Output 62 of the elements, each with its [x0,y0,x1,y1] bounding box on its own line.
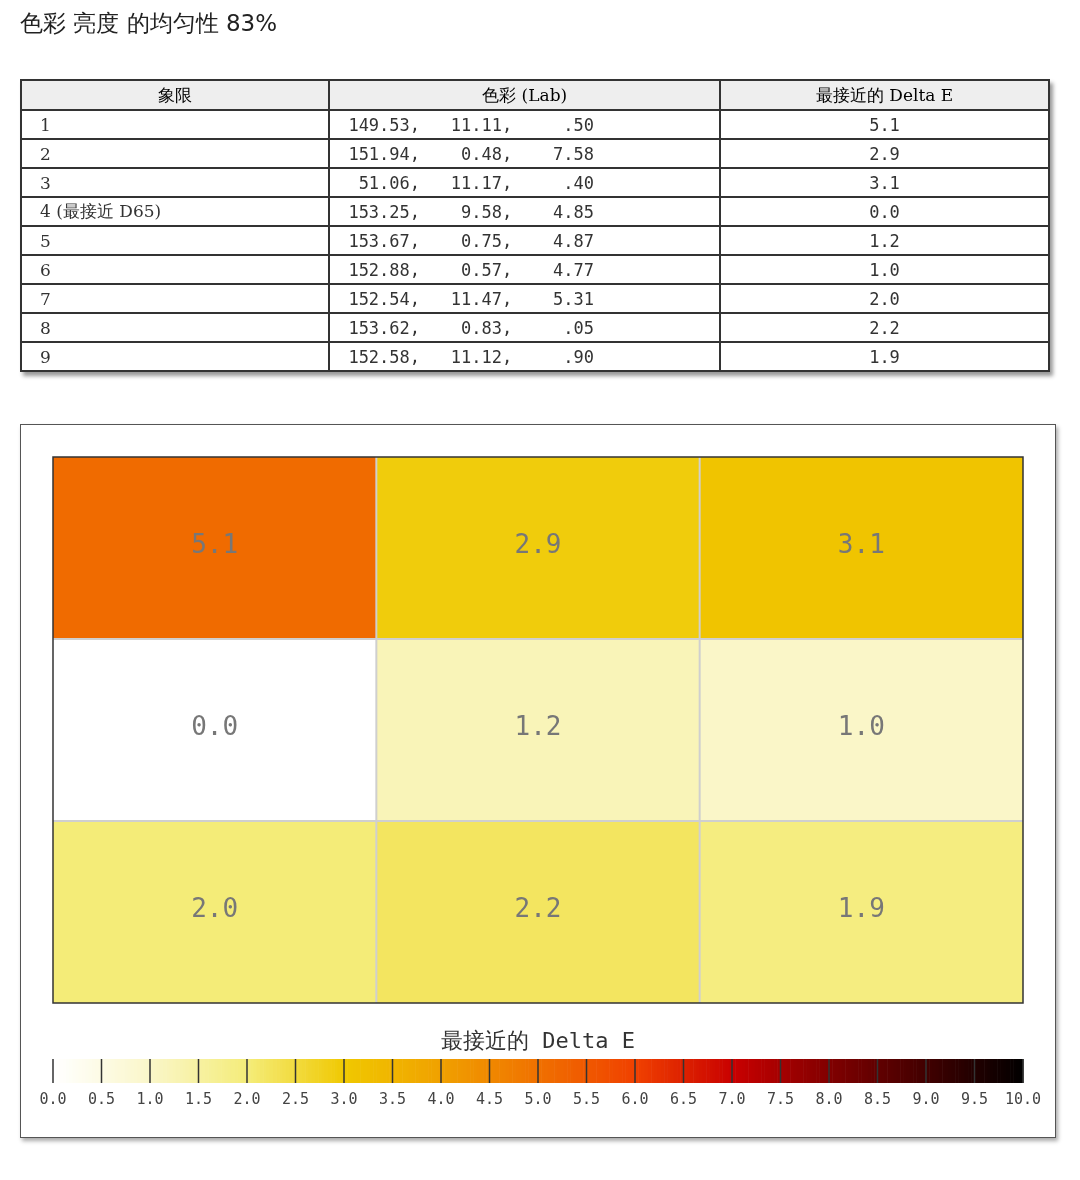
color-bar-label: 2.5 [281,1090,310,1109]
color-bar-label: 0.0 [39,1090,67,1109]
text: 151.94, 0.48, 7.58 [348,143,595,164]
text: 8 [40,317,51,338]
text: 2.9 [869,143,900,164]
text: 152.88, 0.57, 4.77 [348,259,595,280]
color-bar-label: 2.0 [233,1090,261,1109]
color-bar-label: 9.0 [912,1090,940,1109]
color-bar-label: 9.5 [960,1090,989,1109]
text: 152.54, 11.47, 5.31 [348,288,595,309]
color-bar-label: 3.0 [330,1090,358,1109]
data-label: 2.9 [514,528,562,559]
text: 2.0 [869,288,900,309]
color-bar-label: 1.5 [184,1090,213,1109]
category-label: 最接近的 Delta E [720,80,1049,110]
text: 2.2 [869,317,900,338]
text: 1.9 [869,346,900,367]
color-bar-label: 5.5 [572,1090,601,1109]
text: 1 [40,114,51,135]
text: 1.2 [869,230,900,251]
text: 51.06, 11.17, .40 [358,172,595,193]
text: 9 [40,346,51,367]
text: 5 [40,230,51,251]
text: 152.58, 11.12, .90 [348,346,595,367]
data-label: 2.0 [191,892,239,923]
category-label: 象限 [21,80,330,110]
text: 153.67, 0.75, 4.87 [348,230,595,251]
color-bar-label: 3.5 [378,1090,407,1109]
color-bar-label: 4.5 [475,1090,504,1109]
color-bar-label: 8.5 [863,1090,892,1109]
text: 153.62, 0.83, .05 [348,317,595,338]
color-bar-label: 1.0 [136,1090,164,1109]
text: 153.25, 9.58, 4.85 [348,201,595,222]
color-bar-label: 10.0 [1004,1090,1042,1109]
color-bar-label: 8.0 [815,1090,843,1109]
data-label: 0.0 [191,710,239,741]
data-label: 1.9 [837,892,885,923]
text: 149.53, 11.11, .50 [348,114,595,135]
color-bar-title: 最接近的 Delta E [441,1027,635,1053]
color-bar-label: 7.5 [766,1090,795,1109]
color-bar-label: 6.5 [669,1090,698,1109]
text: 3 [40,172,51,193]
text: 1.0 [869,259,900,280]
color-bar-label: 6.0 [621,1090,649,1109]
text: 0.0 [869,201,900,222]
data-label: 1.2 [514,710,562,741]
text: 色彩 亮度 的均匀性 83% [20,9,279,38]
color-bar-label: 4.0 [427,1090,455,1109]
color-bar-label: 0.5 [87,1090,116,1109]
category-label: 色彩 (Lab) [329,80,721,110]
text: 4 (最接近 D65) [40,201,162,221]
data-label: 5.1 [191,528,239,559]
data-label: 2.2 [514,892,562,923]
text: 5.1 [869,114,900,135]
data-label: 3.1 [837,528,885,559]
text: 6 [40,259,51,280]
text: 3.1 [869,172,900,193]
color-bar-label: 5.0 [524,1090,552,1109]
data-label: 1.0 [837,710,885,741]
text: 2 [40,143,51,164]
color-bar-label: 7.0 [718,1090,746,1109]
text: 7 [40,288,51,309]
